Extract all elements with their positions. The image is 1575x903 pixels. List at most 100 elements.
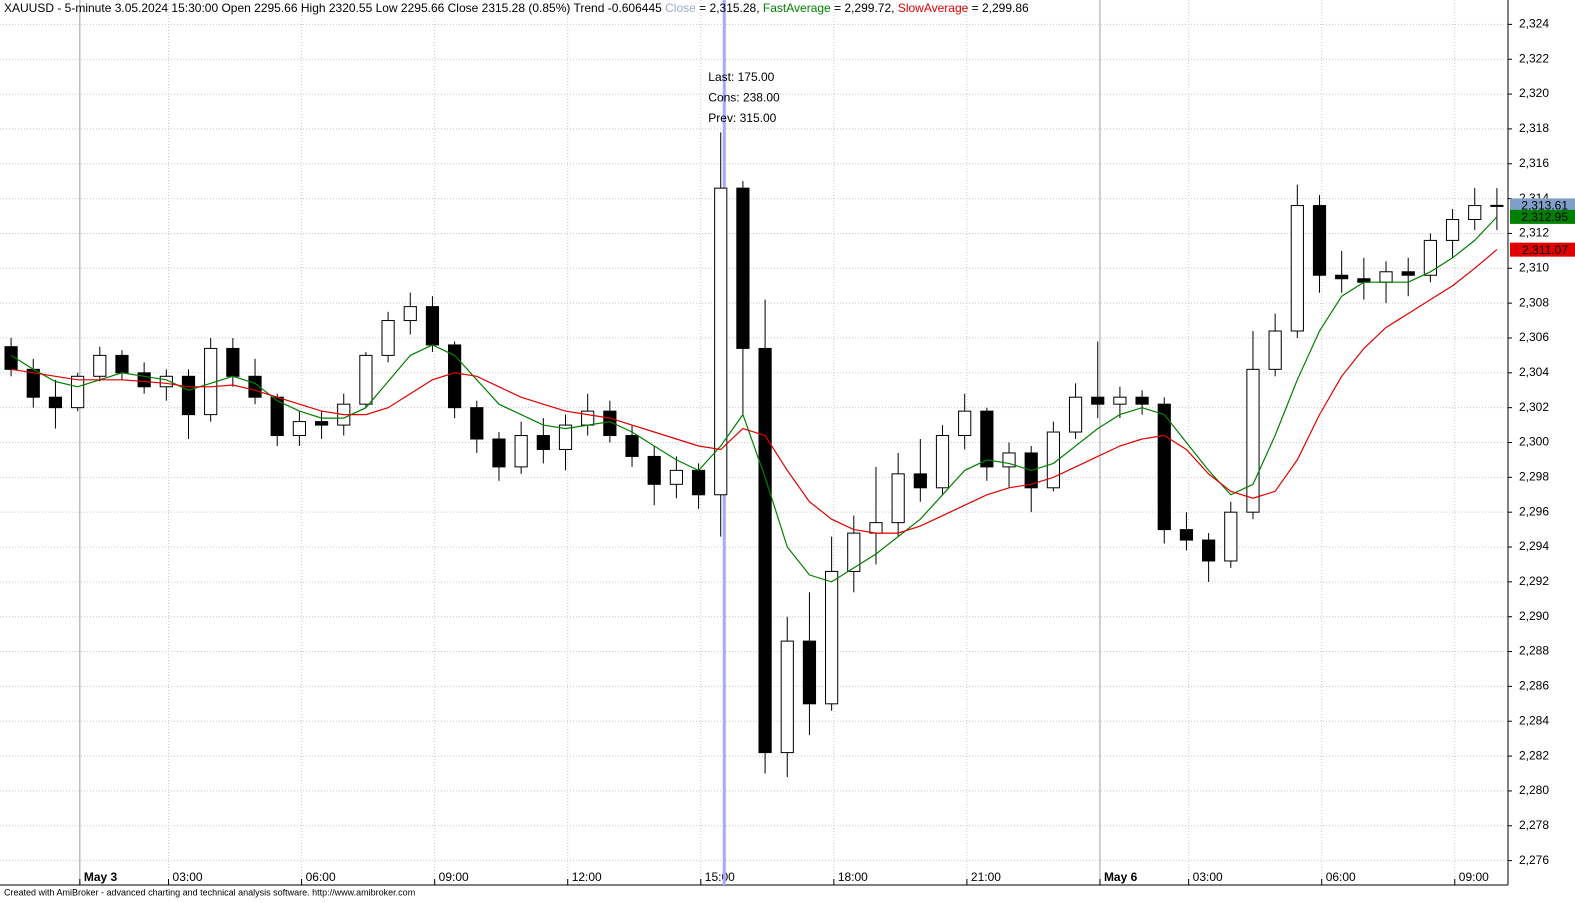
y-tick-label: 2,318 <box>1519 121 1549 135</box>
candle-body <box>1091 396 1105 405</box>
price-label: 2,311.07 <box>1522 243 1568 257</box>
legend-value: = 2,299.72, <box>834 1 894 15</box>
candle-body <box>913 473 927 489</box>
candle-body <box>470 407 484 440</box>
candle-body <box>93 354 107 377</box>
y-tick-label: 2,312 <box>1519 226 1549 240</box>
candle-body <box>1246 368 1260 513</box>
candle-body <box>314 421 329 426</box>
candle-body <box>137 372 151 388</box>
y-tick-label: 2,308 <box>1519 295 1549 309</box>
x-tick-label: 12:00 <box>572 870 602 884</box>
price-label-box <box>1510 198 1575 213</box>
x-tick-label: 15:00 <box>705 870 735 884</box>
x-tick-label: 21:00 <box>971 870 1001 884</box>
y-tick-label: 2,310 <box>1519 260 1549 274</box>
candle-body <box>714 187 728 496</box>
candle-body <box>1490 204 1504 207</box>
y-tick-label: 2,296 <box>1519 504 1549 518</box>
average-line <box>10 216 1498 583</box>
legend-value: = 2,299.86 <box>972 1 1029 15</box>
header-close-name: Close <box>665 1 696 15</box>
candle-body <box>48 396 63 409</box>
candle-body <box>935 435 950 489</box>
candle-body <box>736 187 750 349</box>
legend-name: SlowAverage <box>898 1 969 15</box>
candle-body <box>115 354 129 374</box>
candle-body <box>1401 271 1415 276</box>
candle-body <box>1135 396 1149 405</box>
candle-body <box>891 473 905 524</box>
candle-body <box>292 421 306 437</box>
candle-body <box>581 410 595 426</box>
candle-body <box>1468 205 1482 221</box>
candle-body <box>625 435 639 457</box>
y-tick-label: 2,284 <box>1519 713 1549 727</box>
y-tick-label: 2,316 <box>1519 156 1549 170</box>
candle-body <box>1179 529 1194 541</box>
candle-body <box>248 375 262 398</box>
candle-body <box>403 306 417 322</box>
average-line <box>11 249 1498 534</box>
candle-body <box>1224 511 1238 562</box>
candle-body <box>1268 330 1282 370</box>
x-tick-label: 18:00 <box>838 870 868 884</box>
price-label: 2,312.95 <box>1521 210 1568 224</box>
candle-body <box>4 346 18 370</box>
candle-body <box>1379 271 1393 283</box>
candle-body <box>847 532 861 572</box>
y-tick-label: 2,294 <box>1519 539 1549 553</box>
x-tick-label: May 3 <box>84 870 118 884</box>
candle-body <box>381 320 395 356</box>
header-close-value: = 2,315.28, <box>699 1 759 15</box>
candle-body <box>647 455 661 485</box>
candle-body <box>558 424 573 450</box>
y-tick-label: 2,276 <box>1519 853 1549 867</box>
candle-body <box>802 640 817 705</box>
header: XAUUSD - 5-minute 3.05.2024 15:30:00 Ope… <box>4 1 1029 15</box>
y-tick-label: 2,322 <box>1519 51 1549 65</box>
candle-body <box>1423 239 1437 276</box>
legend-name: FastAverage <box>763 1 831 15</box>
candle-body <box>1068 396 1083 433</box>
candle-body <box>536 435 550 450</box>
y-tick-label: 2,288 <box>1519 644 1549 658</box>
y-tick-label: 2,290 <box>1519 609 1549 623</box>
candle-body <box>691 469 706 496</box>
y-tick-label: 2,292 <box>1519 574 1549 588</box>
candle-body <box>181 375 196 416</box>
candle-body <box>780 640 794 754</box>
y-tick-label: 2,280 <box>1519 783 1549 797</box>
candle-body <box>980 410 994 468</box>
price-label: 2,313.61 <box>1521 199 1568 213</box>
candle-body <box>514 435 528 468</box>
y-tick-label: 2,300 <box>1519 435 1549 449</box>
candle-body <box>1157 403 1171 531</box>
y-tick-label: 2,282 <box>1519 748 1549 762</box>
candle-body <box>825 570 839 705</box>
y-tick-label: 2,324 <box>1519 17 1549 31</box>
footer: Created with AmiBroker - advanced charti… <box>4 887 415 897</box>
y-tick-label: 2,320 <box>1519 86 1549 100</box>
x-tick-label: May 6 <box>1104 870 1138 884</box>
candle-body <box>1202 539 1216 562</box>
candle-body <box>669 469 683 485</box>
candle-body <box>1046 431 1060 489</box>
candle-body <box>958 410 972 437</box>
candle-body <box>159 375 173 388</box>
x-tick-label: 03:00 <box>173 870 203 884</box>
candle-body <box>1290 205 1304 332</box>
x-tick-label: 06:00 <box>1326 870 1356 884</box>
price-label-box <box>1510 209 1575 224</box>
candle-body <box>71 375 85 409</box>
annotation: Last: 175.00 <box>708 70 774 84</box>
y-tick-label: 2,304 <box>1519 365 1549 379</box>
candle-body <box>1113 396 1127 405</box>
header-title: XAUUSD - 5-minute 3.05.2024 15:30:00 Ope… <box>4 1 662 15</box>
y-tick-label: 2,306 <box>1519 330 1549 344</box>
x-tick-label: 03:00 <box>1193 870 1223 884</box>
y-tick-label: 2,286 <box>1519 679 1549 693</box>
candle-body <box>758 347 772 754</box>
y-tick-label: 2,302 <box>1519 400 1549 414</box>
